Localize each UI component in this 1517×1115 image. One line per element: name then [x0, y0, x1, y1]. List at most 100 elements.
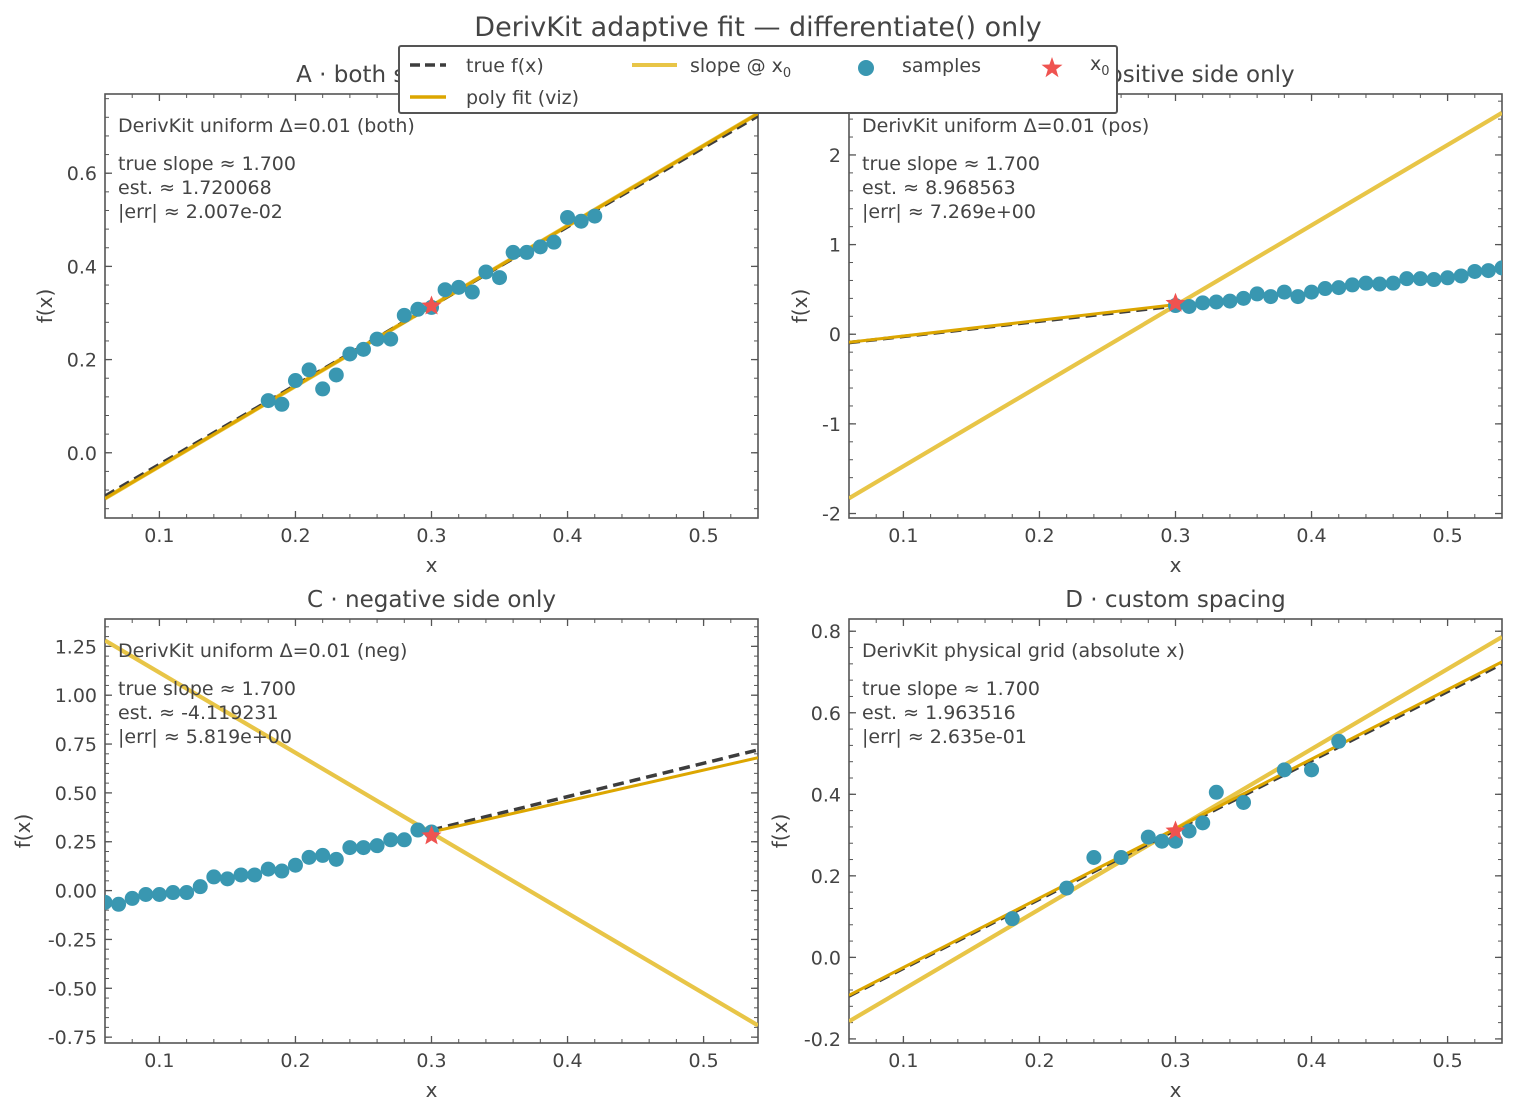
panel-c-ytick-label: 1.00 [55, 685, 97, 707]
panel-c-sample-point [315, 847, 331, 863]
panel-a-xtick-label: 0.2 [280, 525, 310, 547]
legend-x0-text: x [1090, 53, 1102, 75]
panel-c-ylabel: f(x) [11, 814, 35, 848]
legend-true-label: true f(x) [466, 55, 544, 77]
panel-b-sample-point [1222, 293, 1238, 309]
panel-b-sample-point [1412, 271, 1428, 287]
panel-c-ytick-label: 0.25 [55, 832, 97, 854]
panel-d-ytick-label: 0.8 [811, 621, 841, 643]
panel-c-sample-point [355, 840, 371, 856]
panel-c-plot [105, 638, 758, 1028]
panel-a-ytick-label: 0.0 [67, 443, 97, 465]
panel-a-sample-point [287, 373, 303, 389]
panel-b-sample-point [1263, 289, 1279, 305]
panel-c-xlabel: x [426, 1078, 438, 1102]
panel-b-ytick-label: -2 [822, 504, 841, 526]
panel-b-sample-point [1440, 270, 1456, 286]
panel-b-xtick-label: 0.4 [1296, 525, 1326, 547]
panel-d-annot-line: true slope ≈ 1.700 [862, 678, 1040, 700]
panel-a-sample-point [519, 244, 535, 260]
panel-c-annot-line: true slope ≈ 1.700 [118, 678, 296, 700]
panel-d-xtick-label: 0.4 [1296, 1050, 1326, 1072]
panel-d-ytick-label: 0.4 [811, 784, 841, 806]
panel-d-ylabel: f(x) [768, 814, 792, 848]
panel-b-ytick-label: 2 [829, 145, 841, 167]
panel-c-poly-line [431, 756, 758, 834]
panel-c-sample-point [105, 894, 113, 910]
panel-c-xtick-label: 0.2 [280, 1050, 310, 1072]
panel-d-sample-point [1208, 784, 1224, 800]
panel-d-xtick-label: 0.5 [1432, 1050, 1462, 1072]
panel-c-sample-point [287, 857, 303, 873]
panel-b-sample-point [1181, 298, 1197, 314]
panel-a-plot [105, 111, 758, 501]
panel-a-ytick-label: 0.6 [67, 163, 97, 185]
panel-c-ytick-label: -0.75 [48, 1027, 97, 1049]
panel-a-annot-line: true slope ≈ 1.700 [118, 153, 296, 175]
legend-samples-label: samples [902, 55, 981, 77]
panel-b-annot-line: |err| ≈ 7.269e+00 [862, 201, 1036, 223]
panel-c-sample-point [369, 838, 385, 854]
panel-a-sample-point [492, 270, 508, 286]
legend: true f(x) poly fit (viz) slope @ x0 samp… [398, 45, 1118, 114]
panel-b-ytick-label: 0 [829, 324, 841, 346]
panel-d-ytick-label: 0.6 [811, 703, 841, 725]
panel-c-sample-point [151, 887, 167, 903]
panel-c-annot-line: est. ≈ -4.119231 [118, 702, 279, 724]
legend-poly-handle [410, 95, 446, 99]
panel-c-sample-point [233, 867, 249, 883]
panel-b-annot-line: est. ≈ 8.968563 [862, 177, 1016, 199]
legend-x0-sub: 0 [1101, 63, 1110, 79]
panel-b-ylabel: f(x) [788, 289, 812, 323]
panel-a-x0-star [421, 295, 442, 315]
panel-d-sample-point [1004, 911, 1020, 927]
panel-c-sample-point [179, 885, 195, 901]
panel-b-sample-point [1399, 271, 1415, 287]
panel-a-sample-point [410, 301, 426, 317]
panel-d-sample-point [1331, 733, 1347, 749]
panel-b-sample-point [1467, 263, 1483, 279]
panel-c-sample-point [219, 871, 235, 887]
panel-c-sample-point [206, 869, 222, 885]
panel-b-sample-point [1480, 263, 1496, 279]
panel-c-sample-point [274, 863, 290, 879]
panel-d: D · custom spacing 0.1 0.2 0.3 0.4 0.5 -0.2 0.0… [768, 587, 1503, 1102]
legend-samples-handle [858, 60, 874, 76]
panel-a: A · both sides (uniform)0.10.20.30.40.50… [33, 62, 759, 577]
panel-d-sample-point [1195, 815, 1211, 831]
panel-b-sample-point [1358, 275, 1374, 291]
legend-slope-text: slope @ x [690, 55, 783, 77]
panel-c-sample-point [383, 832, 399, 848]
panel-c-true-line [431, 748, 758, 832]
panel-a-sample-point [342, 346, 358, 362]
panel-a-annot-header: DerivKit uniform Δ=0.01 (both) [118, 115, 415, 137]
panel-b-sample-point [1426, 272, 1442, 288]
panel-b-sample-point [1195, 295, 1211, 311]
panel-c: C · negative side only 0.1 0.2 0.3 0.4 0.5 -0.… [11, 587, 759, 1102]
panel-d-sample-point [1181, 823, 1197, 839]
panel-a-sample-point [464, 284, 480, 300]
legend-x0-label: x0 [1090, 53, 1110, 79]
panel-c-x0-star [421, 825, 442, 845]
panel-c-xtick-label: 0.5 [688, 1050, 718, 1072]
panel-d-sample-point [1059, 880, 1075, 896]
panel-a-sample-point [355, 341, 371, 357]
panel-d-xtick-label: 0.3 [1160, 1050, 1190, 1072]
panel-a-sample-point [396, 307, 412, 323]
panel-d-sample-point [1304, 762, 1320, 778]
panel-c-ytick-label: -0.25 [48, 929, 97, 951]
panel-c-title: C · negative side only [307, 587, 556, 613]
panel-c-sample-point [111, 896, 127, 912]
panel-d-plot [849, 635, 1502, 1024]
panel-b-xtick-label: 0.5 [1432, 525, 1462, 547]
panel-b-sample-point [1494, 260, 1502, 276]
panel-b-sample-point [1344, 277, 1360, 293]
panel-a-sample-point [587, 208, 603, 224]
panel-a-xtick-label: 0.5 [688, 525, 718, 547]
panel-d-sample-point [1113, 850, 1129, 865]
panel-b-sample-point [1385, 275, 1401, 291]
panel-b-ytick-label: -1 [822, 414, 841, 436]
panel-a-sample-point [274, 396, 290, 412]
legend-x0-handle [1041, 57, 1063, 78]
